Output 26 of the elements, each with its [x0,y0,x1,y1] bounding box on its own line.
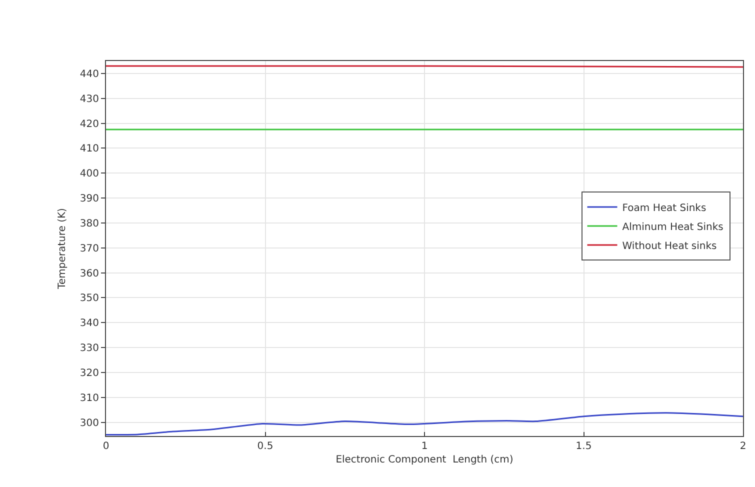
x-tick-label: 1 [421,441,428,452]
y-tick-label: 440 [80,68,99,80]
legend-label: Foam Heat Sinks [622,202,706,214]
y-tick-label: 330 [80,343,99,354]
x-tick-label: 0 [102,441,110,452]
y-tick-label: 430 [80,94,99,105]
y-tick-label: 410 [80,144,99,155]
y-tick-label: 400 [80,168,99,180]
x-axis-title: Electronic Component Length (cm) [336,454,514,466]
x-tick-label: 2 [740,441,746,452]
y-tick-label: 360 [80,268,99,280]
y-tick-label: 350 [80,293,99,304]
y-tick-label: 380 [80,218,99,230]
y-tick-label: 370 [80,243,99,254]
y-axis-title: Temperature (K) [56,208,68,290]
x-tick-label: 0.5 [257,441,274,452]
legend-label: Without Heat sinks [622,240,717,252]
y-tick-label: 300 [80,418,99,429]
legend-label: Alminum Heat Sinks [622,222,724,233]
x-tick-label: 1.5 [576,441,592,452]
y-tick-label: 310 [80,392,99,404]
y-tick-label: 340 [80,318,99,330]
y-tick-label: 320 [80,368,99,379]
y-tick-label: 390 [80,194,99,205]
y-tick-label: 420 [80,118,99,130]
line-series [106,412,743,436]
